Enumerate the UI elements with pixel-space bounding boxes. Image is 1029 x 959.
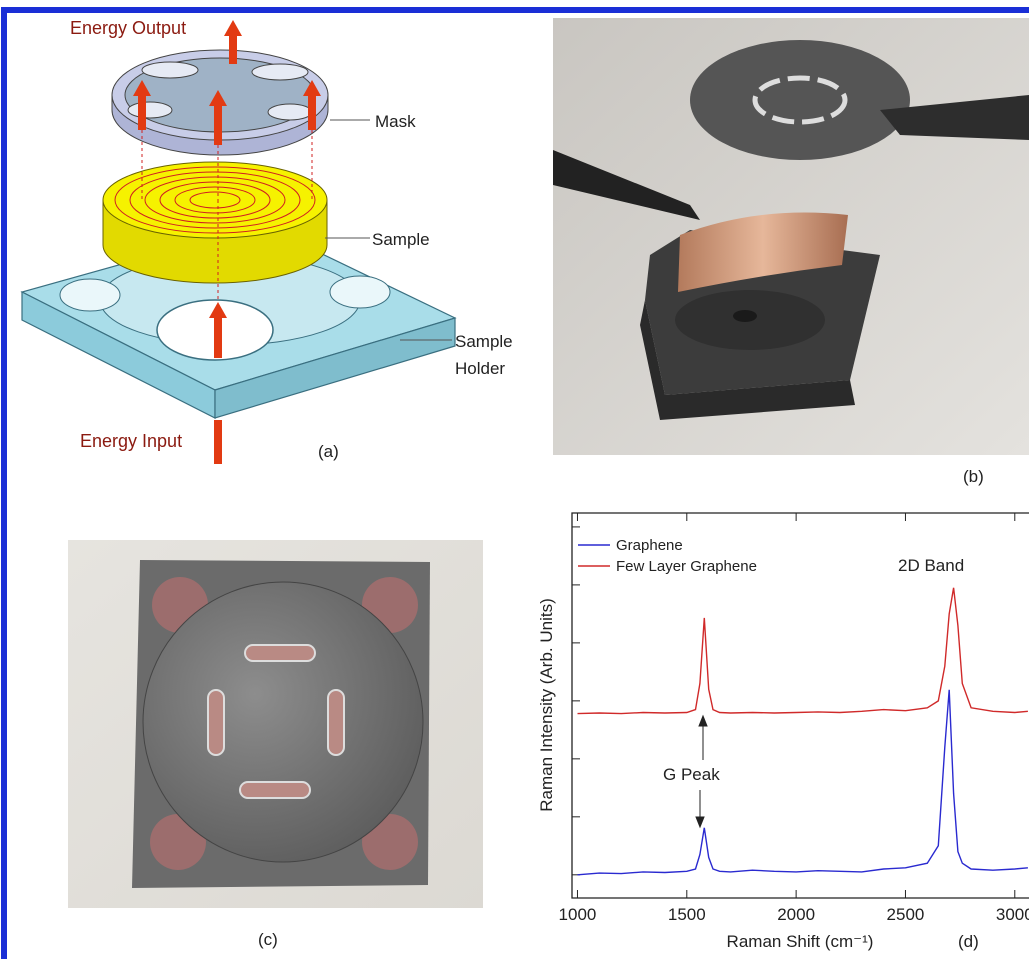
shape	[330, 276, 390, 308]
panel-b-photo	[553, 18, 1029, 455]
x-tick-label: 1000	[559, 905, 597, 924]
shape	[733, 310, 757, 322]
x-tick-label: 3000	[996, 905, 1029, 924]
shape	[229, 34, 237, 64]
page: Figure {"panel_a": {"energy_output": "En…	[0, 0, 1029, 959]
shape	[308, 95, 316, 130]
legend-label: Few Layer Graphene	[616, 558, 757, 575]
body: Energy Output Mask Sample Sample Holder …	[0, 0, 1029, 959]
shape	[240, 782, 310, 798]
panel-label: (d)	[958, 932, 979, 951]
x-axis-title: Raman Shift (cm⁻¹)	[727, 932, 874, 951]
annotation: G Peak	[663, 765, 720, 784]
x-tick-label: 2000	[777, 905, 815, 924]
shape	[252, 64, 308, 80]
annotation: 2D Band	[898, 556, 964, 575]
y-axis-title: Raman Intensity (Arb. Units)	[537, 598, 556, 812]
shape	[60, 279, 120, 311]
shape	[103, 162, 327, 238]
shape	[143, 582, 423, 862]
label: Sample	[372, 230, 430, 249]
label: Energy Output	[70, 18, 186, 38]
shape	[690, 40, 910, 160]
label: Sample	[455, 332, 513, 351]
label: Holder	[455, 359, 505, 378]
shape	[214, 420, 222, 464]
shape	[142, 62, 198, 78]
label: Energy Input	[80, 431, 182, 451]
label: Mask	[375, 112, 416, 131]
shape	[128, 102, 172, 118]
panel-label: (b)	[963, 467, 984, 486]
panel-label: (c)	[258, 930, 278, 949]
shape	[328, 690, 344, 755]
x-tick-label: 1500	[668, 905, 706, 924]
shape	[268, 104, 312, 120]
shape	[214, 318, 222, 358]
shape	[208, 690, 224, 755]
shape	[245, 645, 315, 661]
x-tick-label: 2500	[887, 905, 925, 924]
panel-label: (a)	[318, 442, 339, 461]
panel-c-photo	[68, 540, 483, 908]
figure: Energy Output Mask Sample Sample Holder …	[0, 0, 1029, 959]
shape	[214, 105, 222, 145]
shape	[138, 95, 146, 130]
legend-label: Graphene	[616, 537, 683, 554]
